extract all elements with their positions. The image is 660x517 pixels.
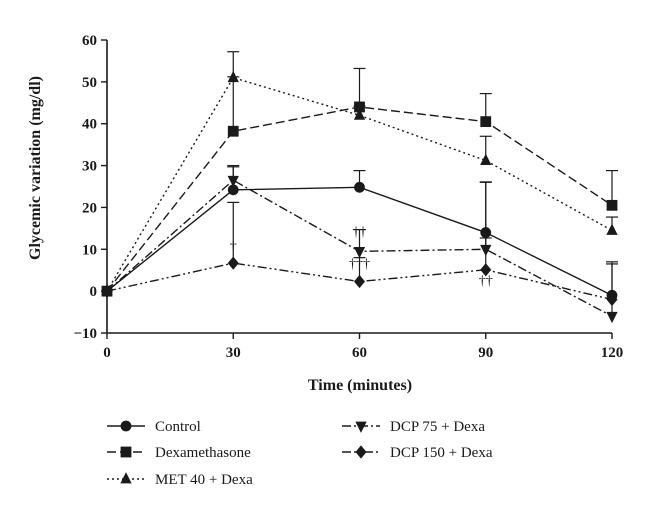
legend-label-dcp-75-dexa: DCP 75 + Dexa [390, 419, 485, 435]
legend-label-met-40-dexa: MET 40 + Dexa [155, 472, 253, 488]
series-line-met-40-dexa [106, 76, 613, 292]
legend-marker-dexamethasone [120, 446, 132, 458]
series-markers [101, 70, 618, 324]
annotation-dagger: ††† [349, 257, 370, 272]
annotation-dagger: †† [479, 274, 493, 289]
data-point-dcp-75-dexa [480, 244, 492, 257]
data-point-dcp-150-dexa [606, 292, 618, 307]
legend-label-dexamethasone: Dexamethasone [155, 445, 251, 461]
data-point-dcp-150-dexa [480, 263, 492, 277]
axes: −10 0 10 20 30 40 50 60 0 30 60 90 120 [73, 33, 623, 361]
data-point-dcp-150-dexa [227, 256, 239, 270]
x-tick-label: 60 [352, 345, 367, 361]
legend-marker-dcp-75-dexa [355, 421, 367, 433]
y-axis-label: Glycemic variation (mg/dl) [27, 76, 44, 260]
x-tick-label: 0 [103, 345, 111, 361]
annotation-dagger: † [230, 240, 237, 255]
legend-item-met-40-dexa: MET 40 + Dexa [107, 472, 253, 488]
data-point-dcp-150-dexa [101, 284, 113, 298]
legend-item-control: Control [107, 419, 201, 435]
annotation-dagger: † [482, 231, 489, 246]
y-tick-label: 40 [82, 117, 97, 133]
legend: Control Dexamethasone MET 40 + Dexa DCP 75 … [107, 419, 493, 488]
legend-item-dexamethasone: Dexamethasone [107, 445, 251, 461]
y-tick-label: 30 [82, 159, 97, 175]
x-tick-label: 120 [601, 345, 624, 361]
legend-marker-control [120, 420, 132, 432]
significance-annotations: ††††††††† [230, 225, 493, 289]
data-point-met-40-dexa [227, 70, 239, 83]
series-line-dcp-150-dexa [106, 262, 613, 301]
x-tick-label: 90 [478, 345, 493, 361]
annotation-dagger: †† [353, 225, 367, 240]
data-point-dexamethasone [606, 199, 618, 211]
y-tick-label: 50 [82, 75, 97, 91]
legend-item-dcp-150-dexa: DCP 150 + Dexa [342, 445, 493, 461]
y-tick-label: 20 [82, 200, 97, 216]
legend-marker-dcp-150-dexa [355, 445, 367, 459]
data-point-met-40-dexa [353, 108, 366, 120]
data-point-met-40-dexa [480, 153, 492, 165]
legend-label-control: Control [155, 419, 201, 435]
data-point-dexamethasone [480, 116, 492, 128]
y-tick-label: 10 [82, 242, 97, 258]
error-bars [227, 51, 618, 317]
legend-item-dcp-75-dexa: DCP 75 + Dexa [342, 419, 485, 435]
y-tick-label: −10 [73, 326, 97, 342]
data-point-control [480, 227, 492, 238]
data-point-control [354, 181, 365, 193]
y-tick-label: 60 [82, 33, 97, 49]
y-tick-label: 0 [90, 284, 98, 300]
x-tick-label: 30 [226, 345, 241, 361]
data-point-dexamethasone [227, 125, 239, 137]
legend-label-dcp-150-dexa: DCP 150 + Dexa [390, 445, 493, 461]
data-point-met-40-dexa [606, 223, 618, 235]
data-point-dcp-150-dexa [353, 274, 366, 289]
legend-marker-met-40-dexa [120, 472, 132, 484]
data-point-dcp-75-dexa [227, 175, 239, 188]
x-axis-label: Time (minutes) [308, 377, 412, 394]
data-point-dcp-75-dexa [606, 311, 618, 324]
data-point-dcp-75-dexa [353, 246, 366, 259]
